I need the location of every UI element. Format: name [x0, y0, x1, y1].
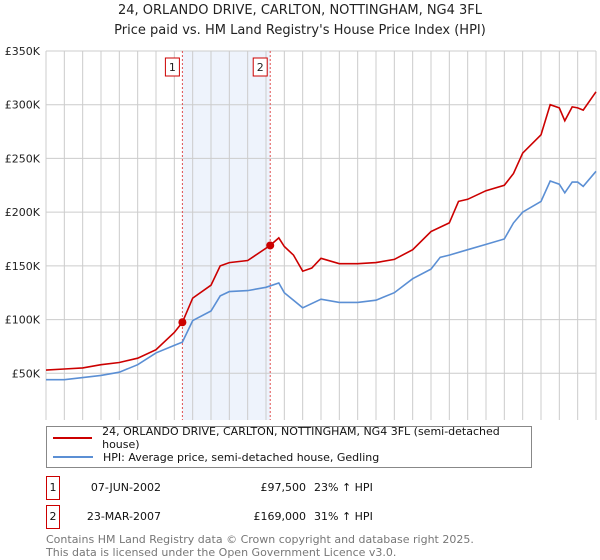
y-tick-label: £200K: [5, 206, 41, 219]
chart-title: 24, ORLANDO DRIVE, CARLTON, NOTTINGHAM, …: [117, 3, 483, 18]
series-line: [45, 91, 597, 371]
chart-subtitle: Price paid vs. HM Land Registry's House …: [114, 23, 486, 38]
sale-date: 07-JUN-2002: [90, 481, 161, 494]
sale-price: £169,000: [253, 510, 307, 523]
sale-row: 1 07-JUN-2002 £97,500 23% ↑ HPI: [46, 476, 506, 500]
sale-row: 2 23-MAR-2007 £169,000 31% ↑ HPI: [46, 505, 506, 529]
legend-item-property: 24, ORLANDO DRIVE, CARLTON, NOTTINGHAM, …: [53, 425, 531, 451]
legend-label: HPI: Average price, semi-detached house,…: [103, 450, 380, 464]
y-tick-label: £100K: [5, 314, 41, 327]
sale-badge: 1: [46, 476, 60, 500]
y-tick-label: £300K: [5, 99, 41, 112]
legend-swatch-red: [53, 437, 93, 439]
price-chart: 1995199619971998199920002001200220032004…: [5, 45, 597, 420]
footer: Contains HM Land Registry data © Crown c…: [46, 533, 474, 559]
sale-annotation-box: [164, 57, 180, 77]
sale-price: £97,500: [260, 481, 307, 494]
sale-annotation-label: 2: [257, 61, 264, 74]
sale-badge: 2: [46, 505, 60, 529]
sale-hpi: 23% ↑ HPI: [314, 481, 373, 494]
y-tick-label: £250K: [5, 152, 41, 165]
sale-date: 23-MAR-2007: [86, 510, 161, 523]
y-tick-label: £150K: [5, 260, 41, 273]
legend-item-hpi: HPI: Average price, semi-detached house,…: [53, 448, 379, 466]
y-tick-label: £50K: [12, 367, 41, 380]
footer-line: This data is licensed under the Open Gov…: [46, 546, 397, 559]
sale-annotation-label: 1: [169, 61, 176, 74]
legend: 24, ORLANDO DRIVE, CARLTON, NOTTINGHAM, …: [46, 425, 532, 468]
legend-label: 24, ORLANDO DRIVE, CARLTON, NOTTINGHAM, …: [102, 425, 500, 451]
sale-point: [266, 241, 275, 250]
footer-line: Contains HM Land Registry data © Crown c…: [46, 533, 474, 546]
shaded-period: [182, 51, 271, 420]
sale-point: [178, 318, 187, 327]
sale-hpi: 31% ↑ HPI: [314, 510, 373, 523]
y-tick-label: £350K: [5, 45, 41, 58]
sale-annotation-box: [252, 57, 268, 77]
series-line: [46, 170, 597, 381]
legend-swatch-blue: [53, 456, 93, 458]
